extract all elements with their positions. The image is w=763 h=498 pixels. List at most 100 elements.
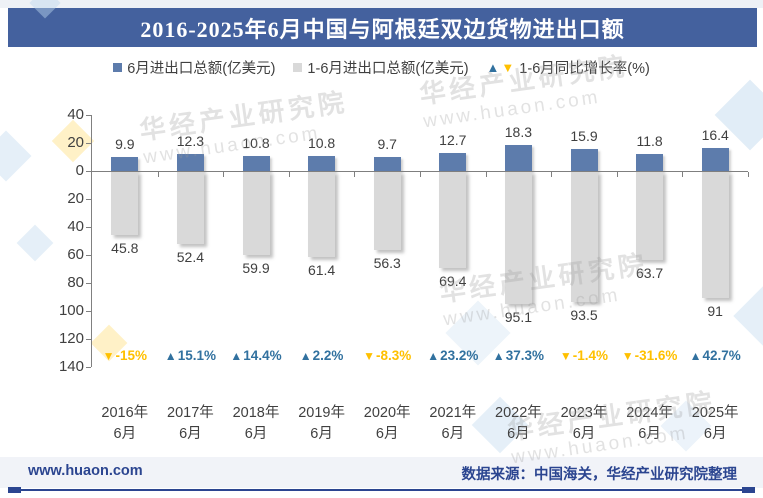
top-strip [0, 0, 763, 8]
x-axis-category-line: 6月 [638, 426, 661, 442]
growth-rate-label: ▼-15% [92, 348, 158, 363]
bar-value-label-h1: 52.4 [176, 249, 205, 266]
bar-h1-total [504, 171, 532, 305]
bar-value-label-june: 15.9 [570, 127, 598, 144]
x-axis-tick [616, 172, 618, 177]
x-axis-category-line: 2018年 [232, 405, 280, 421]
bar-june-total [242, 155, 270, 171]
bar-value-label-june: 12.7 [439, 132, 467, 149]
bar-value-label-h1: 95.1 [504, 309, 533, 326]
bar-h1-total [570, 171, 598, 302]
x-axis-category-line: 2020年 [363, 405, 411, 421]
x-axis-category-line: 6月 [244, 426, 268, 442]
legend-label-growth: 1-6月同比增长率(%) [519, 61, 650, 77]
x-axis-category-label: 2025年 6月 [682, 403, 748, 445]
x-axis-category-line: 2017年 [167, 405, 214, 421]
up-triangle-icon: ▲ [492, 349, 505, 363]
x-axis-tick [485, 172, 487, 177]
bar-value-label-h1: 93.5 [570, 306, 598, 323]
up-triangle-icon: ▲ [689, 349, 702, 363]
growth-rate-value: 23.2% [440, 348, 479, 363]
footer-line-endcap-right [742, 487, 755, 493]
y-axis-tick [86, 143, 91, 144]
bar-value-label-june: 10.8 [307, 134, 336, 151]
up-triangle-icon: ▲ [164, 349, 177, 363]
bar-value-label-h1: 59.9 [242, 259, 270, 276]
bar-h1-total [308, 171, 336, 257]
growth-rate-label: ▲37.3% [485, 348, 551, 363]
up-triangle-icon: ▲ [299, 349, 312, 363]
down-triangle-icon: ▼ [559, 349, 572, 363]
y-axis-line [91, 115, 92, 367]
x-axis-category-label: 2017年 6月 [157, 403, 223, 445]
zero-axis-line [92, 171, 748, 172]
x-axis-tick [223, 172, 225, 177]
bar-h1-total [439, 171, 467, 269]
bar-june-total [701, 148, 729, 171]
x-axis-category-label: 2024年 6月 [617, 403, 683, 445]
x-axis-category-label: 2018年 6月 [223, 403, 289, 445]
x-axis-tick [354, 172, 356, 177]
bar-value-label-june: 10.8 [242, 134, 270, 151]
x-axis-category-line: 6月 [375, 426, 399, 442]
x-axis-category-label: 2021年 6月 [420, 403, 486, 445]
x-axis-category-label: 2019年 6月 [289, 403, 355, 445]
growth-rate-label: ▲14.4% [223, 348, 289, 363]
x-axis-category-line: 2022年 [495, 405, 542, 421]
y-axis-tick-label: 0 [75, 162, 84, 179]
x-axis-tick [157, 172, 159, 177]
legend-item-h1-total: 1-6月进出口总额(亿美元) [293, 57, 469, 78]
x-axis-tick [420, 172, 421, 177]
y-axis-tick-label: 40 [67, 218, 84, 235]
y-axis-tick [86, 171, 91, 172]
bar-value-label-h1: 61.4 [307, 261, 336, 278]
down-triangle-icon: ▼ [363, 349, 375, 363]
up-triangle-icon: ▲ [230, 349, 243, 363]
bar-h1-total [373, 171, 401, 250]
y-axis-tick [86, 227, 91, 228]
legend-item-june-total: 6月进出口总额(亿美元) [113, 57, 275, 78]
y-axis-tick [86, 199, 91, 200]
bar-value-label-june: 16.4 [701, 127, 729, 144]
y-axis-tick-label: 140 [58, 358, 84, 375]
x-axis-category-line: 2021年 [429, 405, 477, 421]
bar-value-label-june: 9.9 [115, 136, 135, 153]
bar-h1-total [242, 171, 270, 255]
y-axis-tick-label: 20 [67, 190, 84, 207]
bar-h1-total [176, 171, 204, 245]
y-axis-tick-label: 100 [58, 302, 84, 319]
x-axis-category-line: 2025年 [691, 405, 739, 421]
growth-rate-label: ▲2.2% [289, 348, 355, 363]
x-axis-tick [288, 172, 290, 177]
bar-june-total [439, 153, 467, 171]
bar-june-total [636, 154, 664, 171]
bar-value-label-h1: 56.3 [373, 254, 401, 271]
x-axis-tick [682, 172, 684, 177]
growth-rate-value: 42.7% [702, 348, 741, 363]
legend-item-growth: ▲ ▼ 1-6月同比增长率(%) [487, 57, 650, 78]
bar-h1-total [636, 171, 664, 261]
y-axis-tick-label: 120 [58, 330, 84, 347]
footer-site-url: www.huaon.com [28, 463, 143, 479]
y-axis-tick [86, 255, 91, 256]
bar-june-total [373, 157, 401, 171]
x-axis-category-label: 2023年 6月 [551, 403, 617, 445]
growth-rate-value: -31.6% [634, 348, 678, 363]
growth-rate-value: -15% [115, 348, 147, 363]
y-axis-tick-label: 60 [67, 246, 84, 263]
bar-h1-total [701, 171, 729, 299]
y-axis-tick-label: 20 [67, 134, 84, 151]
down-triangle-icon: ▼ [102, 349, 115, 363]
y-axis-tick [86, 283, 91, 284]
bar-value-label-june: 12.3 [176, 132, 205, 149]
bar-h1-total [111, 171, 139, 236]
x-axis-category-label: 2020年 6月 [354, 403, 420, 445]
x-axis-category-line: 6月 [572, 426, 596, 442]
growth-rate-value: 2.2% [312, 348, 344, 363]
growth-rate-value: 14.4% [243, 348, 282, 363]
y-axis-tick-label: 80 [67, 274, 84, 291]
growth-rate-label: ▲15.1% [157, 348, 223, 363]
growth-rate-label: ▼-31.6% [617, 348, 683, 363]
y-axis-tick [86, 339, 91, 340]
bar-value-label-h1: 69.4 [439, 273, 467, 290]
